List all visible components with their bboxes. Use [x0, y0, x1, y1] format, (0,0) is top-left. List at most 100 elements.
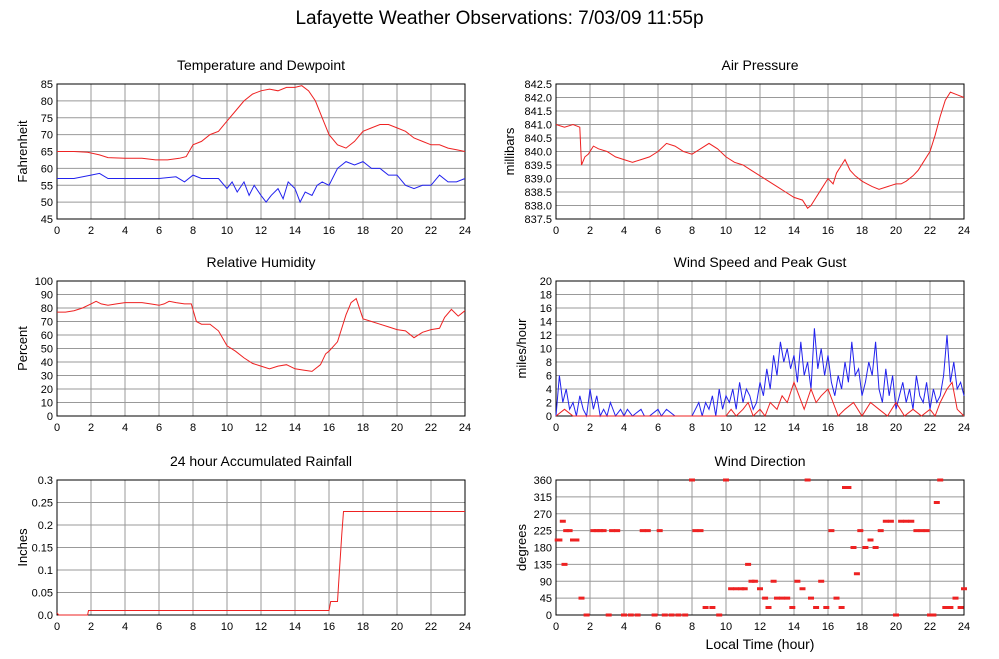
data-point — [597, 529, 604, 533]
y-tick-label: 837.5 — [524, 214, 552, 226]
x-tick-label: 22 — [425, 621, 437, 633]
y-tick-label: 60 — [41, 163, 53, 175]
data-point — [563, 529, 570, 533]
data-point — [716, 613, 723, 617]
y-axis-label: millibars — [502, 127, 517, 175]
data-point — [823, 606, 830, 609]
x-tick-label: 18 — [357, 225, 369, 237]
x-tick-label: 12 — [754, 422, 766, 434]
data-point — [779, 596, 786, 600]
x-tick-label: 6 — [655, 422, 661, 434]
x-tick-label: 2 — [88, 422, 94, 434]
y-tick-label: 18 — [540, 290, 552, 302]
x-tick-label: 18 — [856, 422, 868, 434]
data-point — [689, 478, 695, 482]
data-point — [751, 579, 758, 583]
y-axis-label: Fahrenheit — [15, 120, 30, 183]
y-tick-label: 135 — [534, 559, 552, 571]
data-point — [872, 546, 879, 549]
x-tick-label: 10 — [720, 621, 732, 633]
data-point — [947, 606, 954, 609]
y-tick-label: 75 — [41, 113, 53, 125]
x-tick-label: 6 — [655, 225, 661, 237]
x-tick-label: 8 — [190, 621, 196, 633]
data-point — [789, 606, 796, 609]
data-point — [651, 613, 658, 617]
data-point — [639, 529, 646, 533]
chart-wind: 0 2 4 6 8 10 12 14 16 18 20 22 2402468101214161820Wi… — [514, 254, 970, 434]
x-tick-label: 8 — [689, 621, 695, 633]
data-point — [668, 613, 675, 617]
x-tick-label: 20 — [890, 422, 902, 434]
y-tick-label: 0.0 — [38, 610, 53, 622]
x-tick-label: 16 — [822, 225, 834, 237]
data-point — [937, 478, 944, 482]
data-point — [887, 519, 894, 523]
x-tick-label: 4 — [122, 422, 128, 434]
x-tick-label: 0 — [54, 225, 60, 237]
data-point — [838, 606, 845, 609]
x-tick-label: 24 — [459, 422, 471, 434]
data-point — [644, 529, 651, 533]
y-tick-label: 100 — [35, 276, 53, 288]
data-point — [908, 519, 915, 523]
x-tick-label: 2 — [88, 621, 94, 633]
x-tick-label: 22 — [924, 225, 936, 237]
x-tick-label: 14 — [289, 422, 301, 434]
series-line-red — [57, 297, 466, 372]
y-tick-label: 180 — [534, 543, 552, 555]
y-axis-label: Percent — [15, 326, 30, 371]
series-line-blue — [555, 328, 965, 418]
y-tick-label: 360 — [534, 475, 552, 487]
x-tick-label: 6 — [156, 621, 162, 633]
series-line-red — [56, 511, 465, 616]
x-tick-label: 12 — [754, 225, 766, 237]
data-point — [561, 562, 568, 566]
data-point — [903, 519, 910, 523]
data-point — [570, 538, 576, 542]
y-tick-label: 838.5 — [524, 187, 552, 199]
y-axis-label: miles/hour — [514, 318, 529, 379]
data-point — [634, 613, 641, 617]
x-axis-label: Local Time (hour) — [706, 636, 815, 652]
data-point — [600, 529, 607, 533]
data-point — [566, 529, 573, 533]
series-line-blue — [57, 161, 466, 204]
chart-title: Air Pressure — [721, 57, 798, 73]
y-tick-label: 70 — [41, 317, 53, 329]
series-line-red — [555, 91, 965, 209]
y-tick-label: 14 — [540, 317, 552, 329]
data-point — [573, 538, 580, 542]
y-tick-label: 16 — [540, 303, 552, 315]
x-tick-label: 8 — [190, 225, 196, 237]
chart-title: Wind Speed and Peak Gust — [674, 254, 847, 270]
series-line-red — [555, 380, 965, 418]
y-axis-label: degrees — [514, 524, 529, 571]
data-point — [605, 613, 612, 617]
x-tick-label: 16 — [822, 422, 834, 434]
x-tick-label: 24 — [958, 225, 970, 237]
y-tick-label: 45 — [41, 214, 53, 226]
x-tick-label: 0 — [54, 422, 60, 434]
x-tick-label: 12 — [754, 621, 766, 633]
data-point — [813, 606, 820, 609]
plot-frame — [555, 83, 965, 220]
y-tick-label: 315 — [534, 492, 552, 504]
data-point — [828, 529, 835, 533]
data-point — [882, 519, 889, 523]
y-tick-label: 50 — [41, 197, 53, 209]
y-tick-label: 0.05 — [32, 588, 53, 600]
data-point — [614, 529, 621, 533]
x-tick-label: 10 — [221, 422, 233, 434]
y-tick-label: 10 — [41, 398, 53, 410]
x-tick-label: 4 — [621, 621, 627, 633]
x-tick-label: 16 — [323, 422, 335, 434]
series-line-red — [57, 85, 466, 161]
data-point — [923, 529, 930, 533]
x-tick-label: 14 — [289, 621, 301, 633]
y-tick-label: 0.15 — [32, 543, 53, 555]
plot-frame — [555, 280, 965, 417]
data-point — [621, 613, 627, 617]
x-tick-label: 14 — [289, 225, 301, 237]
